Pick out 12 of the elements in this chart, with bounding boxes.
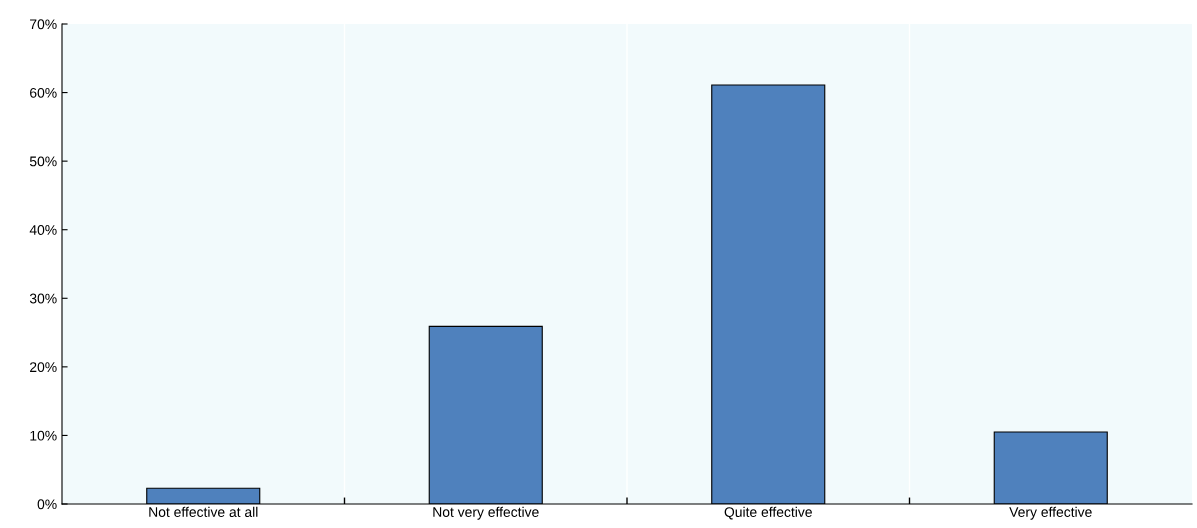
y-tick-label: 20% — [30, 362, 57, 373]
y-tick-label: 10% — [30, 430, 57, 441]
y-tick-label: 60% — [30, 87, 57, 98]
x-tick-label: Very effective — [1009, 506, 1092, 520]
x-tick-label: Not very effective — [433, 506, 539, 520]
x-tick-label: Quite effective — [724, 506, 812, 520]
y-tick-label: 0% — [37, 499, 57, 510]
y-tick-label: 70% — [30, 19, 57, 30]
y-tick-label: 30% — [29, 293, 57, 304]
y-tick-label: 40% — [29, 225, 57, 235]
y-tick-label: 50% — [29, 156, 57, 167]
x-tick-label: Not effective at all — [149, 506, 258, 517]
